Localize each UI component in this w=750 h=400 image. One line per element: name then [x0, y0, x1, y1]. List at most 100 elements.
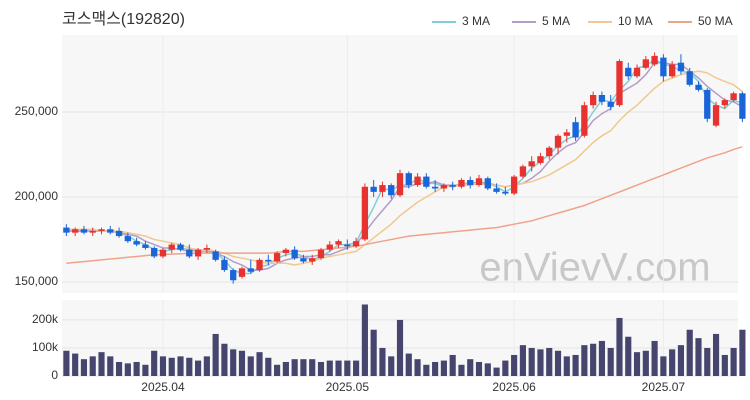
volume-bar: [686, 329, 693, 376]
volume-bar: [449, 354, 456, 376]
candle-body: [695, 84, 702, 90]
volume-bar: [625, 336, 632, 376]
candle-body: [563, 132, 570, 136]
volume-bar: [475, 361, 483, 376]
volume-bar: [467, 359, 474, 376]
volume-bar: [344, 360, 351, 376]
volume-bar: [598, 340, 605, 376]
volume-bar: [695, 338, 702, 376]
y2-tick-label: 200k: [32, 312, 59, 326]
volume-bar: [370, 329, 377, 376]
candle-body: [607, 101, 614, 107]
candle-body: [651, 55, 658, 65]
volume-bar: [80, 359, 88, 376]
volume-bar: [221, 343, 228, 376]
volume-bar: [519, 345, 526, 376]
candle-body: [212, 251, 219, 260]
candle-body: [326, 244, 333, 250]
candle-body: [554, 135, 562, 148]
candle-body: [388, 185, 395, 196]
volume-bar: [590, 343, 597, 376]
x-tick-label: 2025.05: [326, 380, 370, 394]
volume-bar: [730, 347, 737, 376]
volume-bar: [616, 317, 623, 376]
volume-bar: [423, 364, 430, 376]
volume-bar: [212, 333, 219, 376]
volume-bar: [186, 357, 193, 376]
volume-bar: [721, 354, 728, 376]
volume-bar: [89, 356, 96, 376]
chart-title: 코스맥스(192820): [62, 10, 185, 28]
volume-bar: [361, 304, 368, 376]
volume-bar: [712, 333, 720, 376]
candle-body: [168, 244, 175, 250]
candle-body: [142, 244, 149, 248]
volume-bar: [405, 353, 412, 376]
candle-body: [730, 93, 737, 101]
candle-body: [633, 67, 641, 77]
candle-body: [247, 268, 254, 272]
volume-bar: [309, 359, 316, 376]
y2-tick-label: 0: [51, 368, 58, 382]
volume-bar: [265, 357, 272, 376]
volume-bar: [642, 350, 649, 376]
candle-body: [475, 178, 483, 186]
candle-body: [317, 249, 325, 259]
volume-bar: [651, 340, 658, 376]
volume-bar: [98, 352, 105, 376]
candle-body: [405, 173, 412, 186]
volume-bar: [669, 349, 676, 376]
y-tick-label: 200,000: [15, 189, 59, 203]
candle-body: [440, 185, 448, 189]
candle-body: [546, 147, 553, 157]
candle-body: [423, 176, 430, 187]
candle-body: [431, 186, 439, 189]
candle-body: [344, 244, 351, 247]
volume-bar: [484, 363, 491, 376]
volume-bar: [440, 360, 447, 376]
volume-bar: [274, 364, 281, 376]
volume-bar: [704, 347, 711, 376]
candle-body: [379, 185, 386, 192]
volume-bar: [230, 349, 237, 376]
candle-body: [712, 105, 720, 126]
candle-body: [80, 229, 88, 233]
candle-body: [238, 268, 246, 277]
candle-body: [581, 105, 588, 136]
volume-bar: [115, 361, 123, 376]
volume-bar: [335, 360, 342, 376]
candle-body: [115, 230, 123, 237]
volume-bar: [581, 345, 588, 376]
x-tick-label: 2025.06: [492, 380, 536, 394]
candle-body: [396, 173, 404, 196]
candle-body: [519, 166, 527, 177]
candle-body: [282, 249, 290, 254]
volume-bar: [563, 356, 570, 376]
volume-bar: [554, 350, 562, 376]
volume-bar: [379, 347, 386, 376]
candle-body: [335, 241, 342, 245]
candle-body: [668, 64, 676, 77]
volume-bar: [168, 357, 175, 376]
candle-body: [616, 61, 623, 106]
candle-body: [721, 100, 728, 106]
candle-body: [273, 253, 281, 262]
volume-bar: [177, 356, 184, 376]
volume-bar: [107, 356, 114, 376]
candle-body: [361, 186, 369, 240]
candle-body: [502, 191, 509, 194]
candle-body: [124, 236, 132, 242]
candle-body: [89, 230, 96, 233]
y-tick-label: 250,000: [15, 104, 59, 118]
volume-bar: [493, 367, 500, 376]
candle-body: [159, 249, 167, 257]
candle-body: [186, 249, 193, 257]
volume-bar: [256, 352, 263, 376]
candle-body: [256, 259, 263, 271]
legend-label: 10 MA: [618, 14, 653, 28]
x-tick-label: 2025.04: [141, 380, 185, 394]
candle-body: [686, 71, 693, 85]
volume-bar: [660, 356, 667, 376]
volume-bar: [353, 360, 360, 376]
